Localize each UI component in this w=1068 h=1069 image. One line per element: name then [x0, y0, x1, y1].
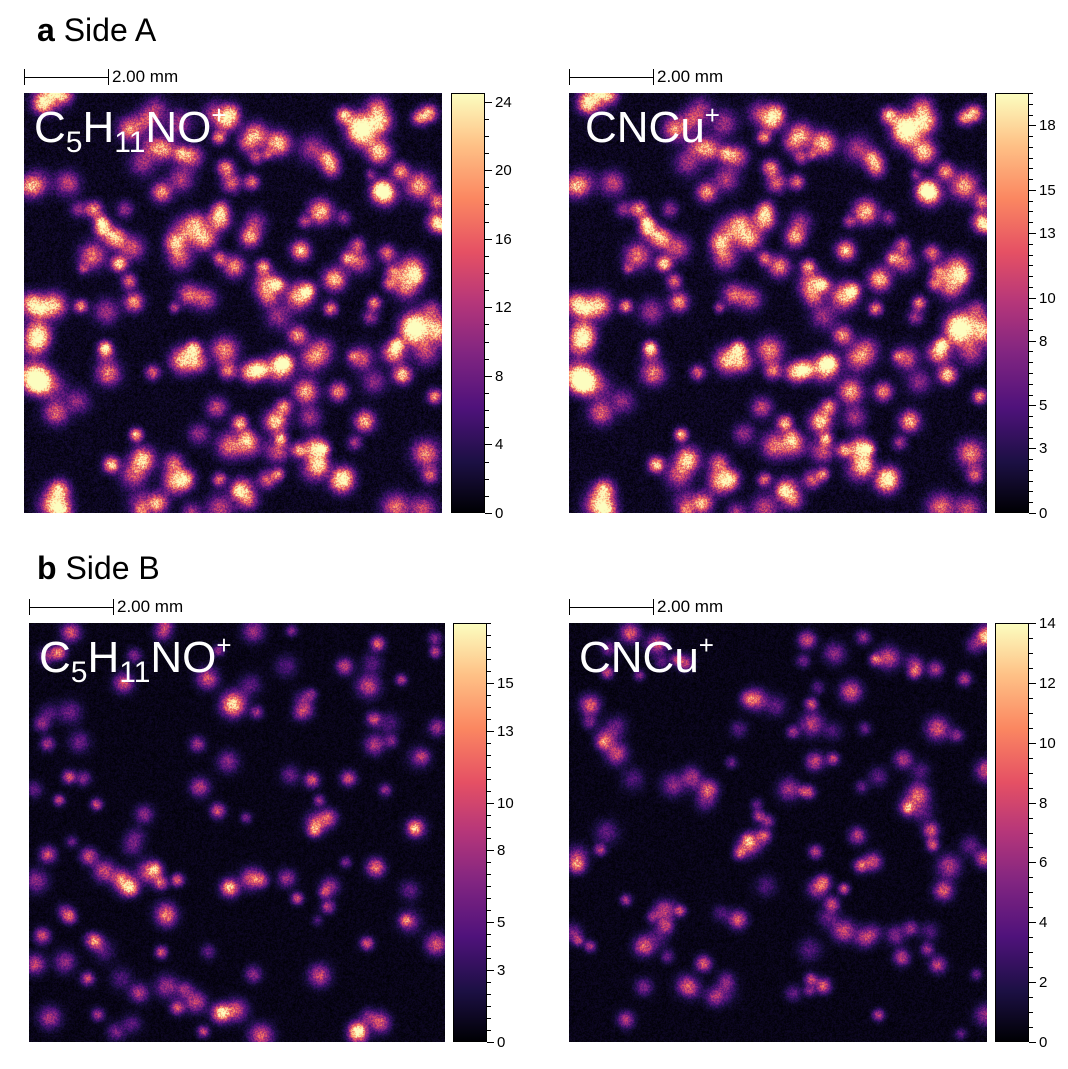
scale-bar-label: 2.00 mm: [112, 67, 179, 86]
colorbar-tick-label: 8: [497, 842, 506, 860]
colorbar-tick-label: 18: [1039, 117, 1056, 135]
colorbar-tick-label: 6: [1039, 854, 1048, 872]
ion-label: C5H11NO+: [39, 630, 232, 689]
colorbar: 15 13 10 8 5 3 0: [453, 623, 514, 1050]
colorbar-tick-label: 15: [1039, 181, 1056, 199]
intensity-heatmap: [24, 93, 442, 513]
colorbar-tick-label: 5: [1039, 397, 1048, 415]
colorbar-tick-label: 4: [495, 436, 504, 454]
colorbar-tick-label: 10: [1039, 734, 1056, 752]
colorbar: 18 15 13 10 8 5 3 0: [995, 93, 1056, 521]
intensity-heatmap: [569, 93, 987, 513]
scale-bar-label: 2.00 mm: [657, 597, 724, 616]
colorbar: 24 20 16 12 8 4 0: [451, 93, 512, 521]
ion-label: C5H11NO+: [34, 100, 227, 159]
scale-bar-label: 2.00 mm: [657, 67, 724, 86]
colorbar-tick-label: 5: [497, 914, 506, 932]
colorbar-tick-label: 16: [495, 230, 512, 248]
intensity-heatmap: [29, 623, 445, 1042]
scale-bar: 2.00 mm: [24, 67, 224, 87]
ion-image-map: CNCu+: [569, 623, 987, 1042]
intensity-heatmap: [569, 623, 987, 1042]
colorbar-gradient: [453, 623, 487, 1042]
colorbar-tick-label: 8: [495, 367, 504, 385]
colorbar-tick-label: 0: [1039, 505, 1048, 522]
ion-image-map: C5H11NO+: [29, 623, 445, 1042]
section-letter: a: [37, 12, 55, 48]
scale-bar: 2.00 mm: [29, 597, 229, 617]
colorbar-gradient: [451, 93, 485, 513]
section-label: Side B: [65, 550, 160, 586]
colorbar-tick-label: 12: [1039, 674, 1056, 692]
colorbar-tick-label: 12: [495, 299, 512, 317]
colorbar-tick-label: 4: [1039, 914, 1048, 932]
colorbar-tick-label: 20: [495, 162, 512, 180]
section-letter: b: [37, 550, 57, 586]
scale-bar-label: 2.00 mm: [117, 597, 184, 616]
colorbar-tick-label: 14: [1039, 615, 1056, 632]
ion-image-map: CNCu+: [569, 93, 987, 513]
section-label: Side A: [63, 12, 157, 48]
colorbar-gradient: [995, 623, 1029, 1042]
scale-bar: 2.00 mm: [569, 597, 769, 617]
ion-label: CNCu+: [585, 100, 720, 152]
colorbar-tick-label: 24: [495, 93, 512, 111]
colorbar-tick-label: 2: [1039, 974, 1048, 992]
section-title-b: b Side B: [37, 552, 160, 584]
ion-label: CNCu+: [579, 630, 714, 682]
colorbar-tick-label: 15: [497, 674, 514, 692]
scale-bar: 2.00 mm: [569, 67, 769, 87]
colorbar: 14 12 10 8 6 4 2 0: [995, 616, 1056, 1050]
colorbar-tick-label: 13: [497, 722, 514, 740]
colorbar-tick-label: 10: [1039, 289, 1056, 307]
colorbar-tick-label: 3: [497, 962, 506, 980]
colorbar-tick-label: 13: [1039, 225, 1056, 242]
colorbar-gradient: [995, 93, 1029, 513]
colorbar-tick-label: 0: [497, 1034, 506, 1051]
colorbar-tick-label: 10: [497, 794, 514, 812]
section-title-a: a Side A: [37, 14, 156, 46]
colorbar-tick-label: 8: [1039, 794, 1048, 812]
colorbar-tick-label: 3: [1039, 440, 1048, 458]
colorbar-tick-label: 8: [1039, 332, 1048, 350]
colorbar-tick-label: 0: [1039, 1034, 1048, 1051]
ion-image-map: C5H11NO+: [24, 93, 442, 513]
colorbar-tick-label: 0: [495, 505, 504, 522]
